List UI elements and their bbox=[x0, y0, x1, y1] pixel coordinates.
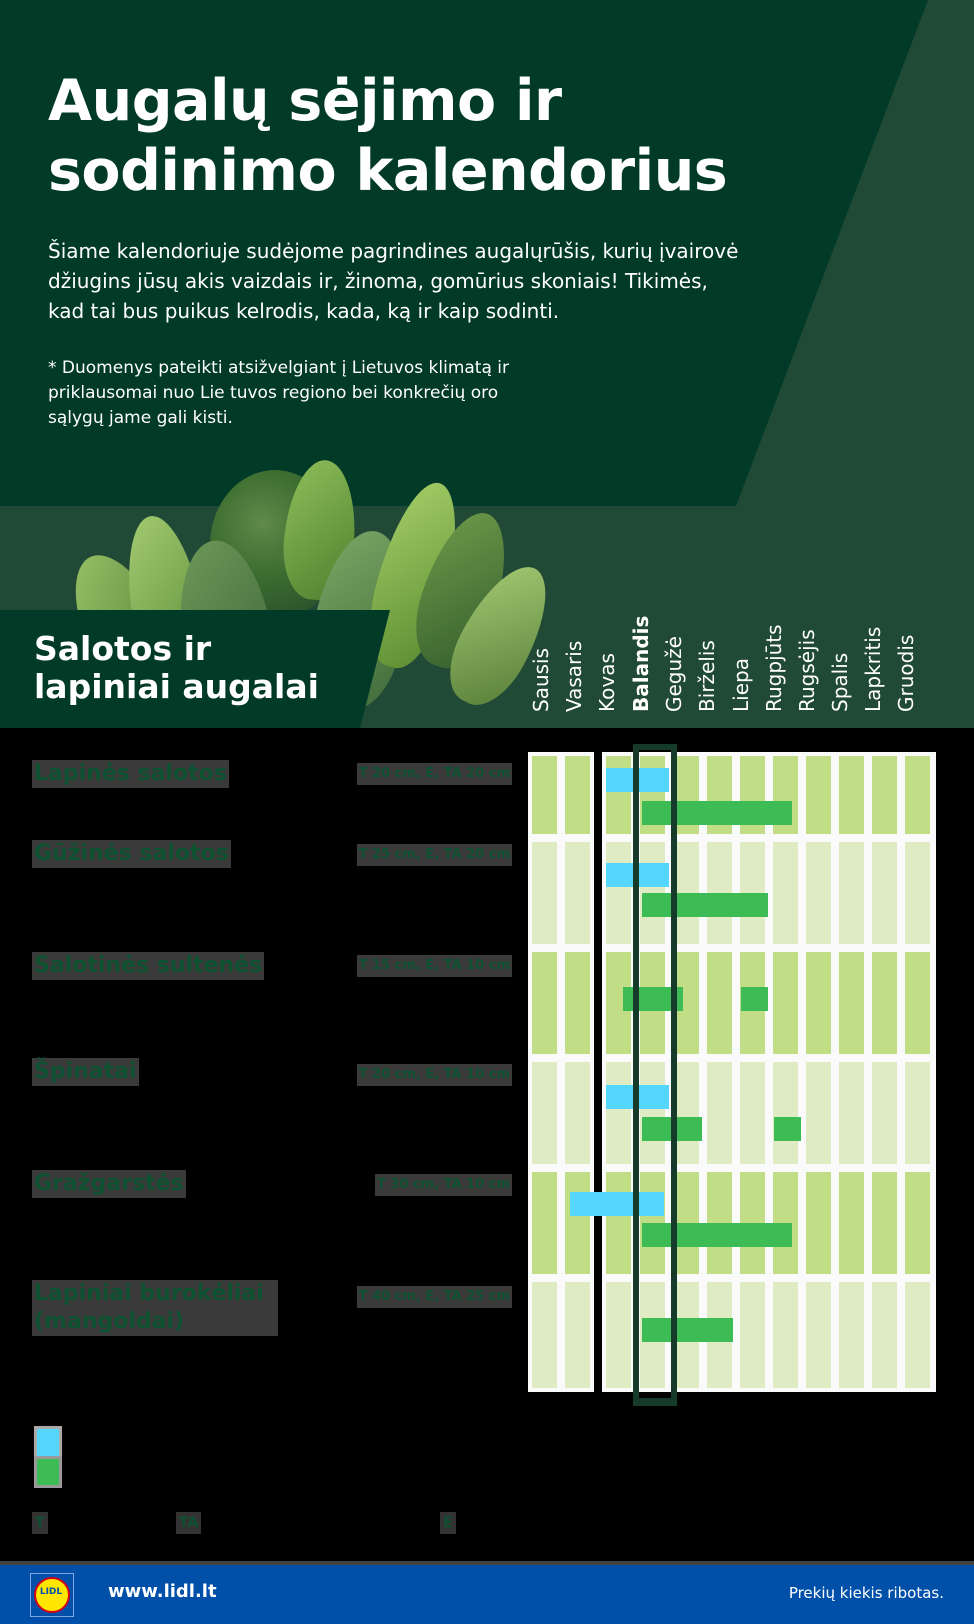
chart-row-band bbox=[528, 1058, 936, 1168]
month-label: Kovas bbox=[595, 653, 619, 712]
plant-name: Gražgarstės bbox=[32, 1170, 186, 1198]
page-title-line2: sodinimo kalendorius bbox=[48, 138, 728, 204]
plant-spacing: T 25 cm, E, TA 20 cm bbox=[356, 844, 512, 866]
month-label-current: Balandis bbox=[629, 615, 653, 712]
legend-key: E bbox=[440, 1512, 456, 1534]
plant-spacing: T 15 cm, E, TA 10 cm bbox=[356, 955, 512, 977]
legend-plant-swatch bbox=[34, 1456, 62, 1488]
plant-bar bbox=[642, 1223, 792, 1247]
chart-row-band bbox=[528, 1168, 936, 1278]
plant-name: Lapinės salotos bbox=[32, 760, 229, 788]
section-title-line2: lapiniai augalai bbox=[34, 667, 319, 706]
plant-spacing: T 30 cm, TA 10 cm bbox=[374, 1174, 512, 1196]
leafy-greens-image bbox=[54, 457, 567, 728]
page-title: Augalų sėjimo ir sodinimo kalendorius bbox=[48, 66, 728, 206]
month-label: Gegužė bbox=[662, 636, 686, 712]
plant-bar bbox=[642, 1318, 733, 1342]
planting-calendar-chart bbox=[528, 752, 936, 1392]
month-label: Vasaris bbox=[562, 640, 586, 712]
plant-bar bbox=[642, 893, 768, 917]
month-label: Liepa bbox=[729, 658, 753, 712]
current-month-highlight bbox=[633, 744, 677, 1406]
plant-spacing: T 40 cm, E, TA 25 cm bbox=[356, 1286, 512, 1308]
month-label: Lapkritis bbox=[861, 626, 885, 712]
month-label: Birželis bbox=[695, 640, 719, 712]
chart-divider bbox=[594, 752, 602, 1392]
month-label: Gruodis bbox=[894, 634, 918, 712]
plant-name: Salotinės sultenės bbox=[32, 952, 265, 980]
hero-section: Augalų sėjimo ir sodinimo kalendorius Ši… bbox=[0, 0, 974, 728]
disclaimer-note: * Duomenys pateikti atsižvelgiant į Liet… bbox=[48, 358, 509, 428]
plant-bar bbox=[741, 987, 768, 1011]
chart-row-band bbox=[528, 948, 936, 1058]
plant-name: Špinatai bbox=[32, 1058, 139, 1086]
footer: LIDL www.lidl.lt Prekių kiekis ribotas. bbox=[0, 1561, 974, 1624]
section-title-line1: Salotos ir bbox=[34, 629, 212, 668]
month-label: Rugsėjis bbox=[795, 629, 819, 712]
section-title: Salotos ir lapiniai augalai bbox=[34, 630, 319, 706]
plant-spacing: T 20 cm, E, TA 20 cm bbox=[356, 763, 512, 785]
lidl-logo[interactable]: LIDL bbox=[30, 1573, 74, 1617]
intro-text: Šiame kalendoriuje sudėjome pagrindines … bbox=[48, 239, 739, 323]
legend-sow-swatch bbox=[34, 1426, 62, 1456]
website-link[interactable]: www.lidl.lt bbox=[108, 1581, 217, 1602]
footer-note: Prekių kiekis ribotas. bbox=[788, 1584, 944, 1602]
section-band bbox=[0, 610, 390, 728]
legend-key: TA bbox=[176, 1512, 202, 1534]
chart-row-band bbox=[528, 752, 936, 838]
month-label: Rugpjūts bbox=[762, 624, 786, 712]
page-title-line1: Augalų sėjimo ir bbox=[48, 68, 562, 134]
sow-bar bbox=[570, 1192, 664, 1216]
plant-bar bbox=[642, 801, 792, 825]
chart-row-band bbox=[528, 1278, 936, 1392]
plant-bar bbox=[774, 1117, 801, 1141]
plant-name: Gūžinės salotos bbox=[32, 840, 231, 868]
month-header: Sausis Vasaris Kovas Balandis Gegužė Bir… bbox=[529, 600, 950, 712]
month-label: Spalis bbox=[828, 652, 852, 712]
plant-name: Lapiniai burokėliai (mangoldai) bbox=[32, 1280, 278, 1336]
month-label: Sausis bbox=[529, 647, 553, 712]
plant-spacing: T 20 cm, E, TA 10 cm bbox=[356, 1064, 512, 1086]
legend-key: T bbox=[32, 1512, 48, 1534]
logo-text: LIDL bbox=[39, 1587, 63, 1597]
